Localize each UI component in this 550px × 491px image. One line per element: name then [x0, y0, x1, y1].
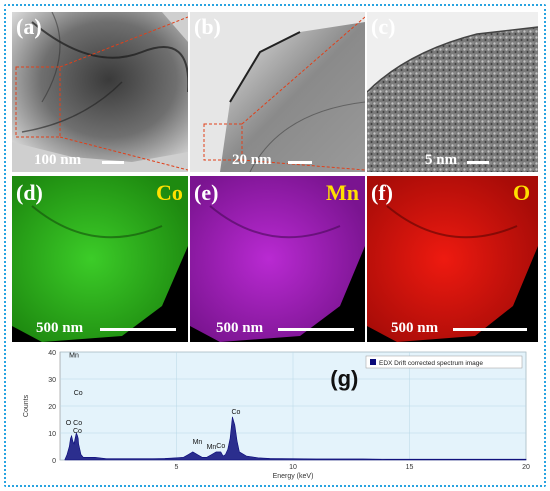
co-elemental-map — [12, 176, 188, 342]
spectrum-series — [64, 416, 527, 461]
x-tick-label: 15 — [406, 464, 414, 471]
legend-box — [365, 355, 523, 369]
peak-annotation: O Co — [66, 420, 82, 427]
panel-label-b: (b) — [194, 14, 221, 39]
peak-annotation: Co — [216, 443, 225, 450]
element-label-co: Co — [156, 180, 183, 205]
element-label-o: O — [513, 180, 531, 205]
panel-f-o-map: (f) O 500 nm — [367, 176, 538, 342]
x-tick-label: 5 — [175, 464, 179, 471]
scale-label-f: 500 nm — [391, 320, 439, 336]
scale-bar-b — [288, 161, 312, 164]
figure-frame — [4, 4, 546, 487]
panel-label-a: (a) — [16, 14, 42, 39]
scale-bar-e — [278, 328, 354, 331]
y-tick-label: 0 — [52, 458, 56, 465]
scale-label-e: 500 nm — [216, 320, 264, 336]
scale-bar-d — [100, 328, 176, 331]
x-tick-label: 20 — [522, 464, 530, 471]
panel-e-mn-map: (e) Mn 500 nm — [190, 176, 365, 342]
peak-annotation: Co — [231, 409, 240, 416]
y-tick-label: 30 — [48, 377, 56, 384]
scale-label-c: 5 nm — [425, 152, 458, 168]
tem-image-c — [367, 12, 538, 172]
panel-b-tem-image: (b) 20 nm — [190, 12, 365, 172]
panel-d-co-map: (d) Co 500 nm — [12, 176, 188, 342]
y-tick-label: 10 — [48, 431, 56, 438]
peak-annotation: Mn — [193, 439, 203, 446]
peak-annotation: Mn — [69, 352, 79, 359]
o-elemental-map — [367, 176, 538, 342]
scale-bar-f — [453, 328, 527, 331]
y-axis-label: Counts — [23, 394, 30, 417]
scale-label-b: 20 nm — [232, 152, 272, 168]
legend-label: EDX Drift corrected spectrum image — [379, 360, 483, 367]
panel-c-hrtem-image: (c) 5 nm — [367, 12, 538, 172]
legend-swatch — [370, 359, 376, 365]
mn-elemental-map — [190, 176, 365, 342]
element-label-mn: Mn — [326, 180, 359, 205]
y-tick-label: 40 — [48, 350, 56, 357]
x-tick-label: 10 — [289, 464, 297, 471]
y-tick-label: 20 — [48, 404, 56, 411]
scale-bar-c — [467, 161, 489, 164]
x-axis-label: Energy (keV) — [273, 473, 314, 480]
panel-g-edx-spectrum: 0 10 20 30 40 5 10 15 20 Energy (keV) Counts Mn Co O … — [12, 344, 538, 482]
panel-label-c: (c) — [371, 14, 396, 39]
scale-bar-a — [102, 161, 124, 164]
peak-annotation: Mn — [207, 444, 217, 451]
panel-label-g: (g) — [330, 366, 358, 391]
panel-label-f: (f) — [371, 180, 393, 205]
tem-image-b — [190, 12, 365, 172]
scale-label-a: 100 nm — [34, 152, 82, 168]
panel-a-tem-image: (a) 100 nm — [12, 12, 188, 172]
panel-label-d: (d) — [16, 180, 43, 205]
tem-image-a — [12, 12, 188, 172]
scale-label-d: 500 nm — [36, 320, 84, 336]
peak-annotation: Co — [73, 428, 82, 435]
panel-label-e: (e) — [194, 180, 219, 205]
peak-annotation: Co — [74, 390, 83, 397]
